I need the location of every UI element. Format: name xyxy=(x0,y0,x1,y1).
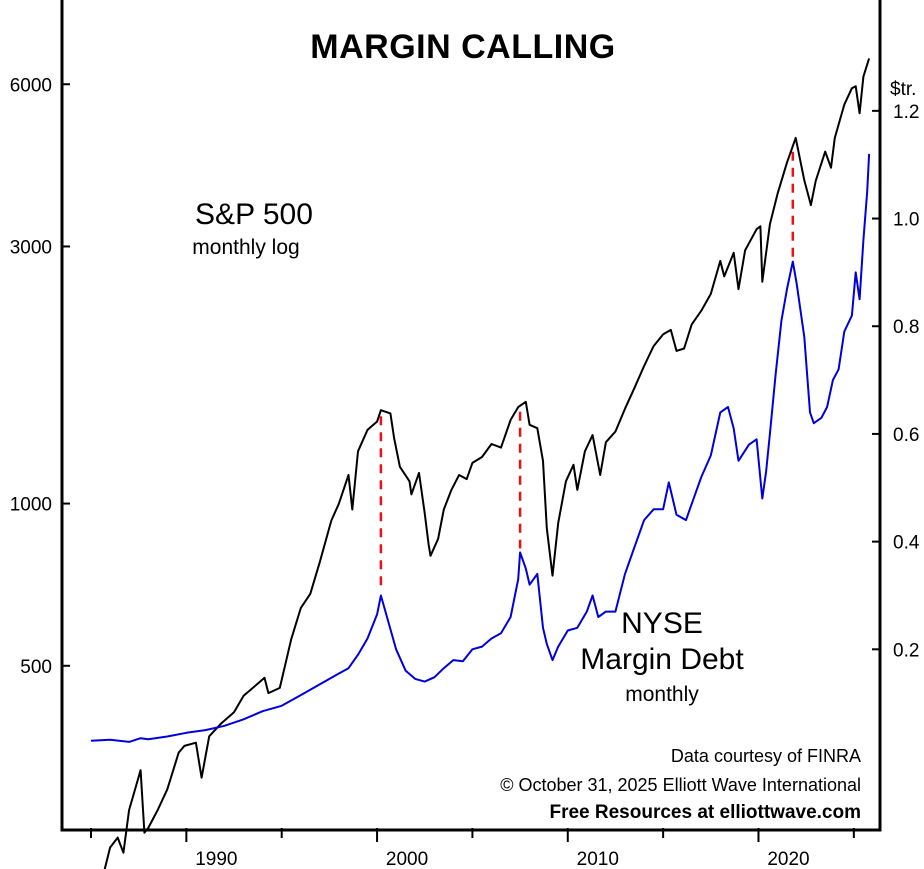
right-tick-label: 1.2 xyxy=(893,102,919,123)
peak-markers xyxy=(379,151,795,592)
right-tick-label: 0.6 xyxy=(893,425,919,446)
x-tick-label: 2000 xyxy=(386,849,428,869)
sp500-label: S&P 500 xyxy=(195,198,313,231)
left-tick-label: 3000 xyxy=(10,237,52,258)
credit-source: Data courtesy of FINRA xyxy=(671,746,861,766)
series-lines xyxy=(90,58,871,869)
x-tick-label: 2010 xyxy=(577,849,619,869)
margin-label-line1: NYSE xyxy=(621,607,703,640)
right-tick-label: 0.2 xyxy=(893,640,919,661)
margin-sublabel: monthly xyxy=(625,683,699,706)
chart-title: MARGIN CALLING xyxy=(310,28,615,66)
left-tick-label: 500 xyxy=(20,657,52,678)
sp500-sublabel: monthly log xyxy=(192,236,299,259)
series-line-margin-debt xyxy=(90,153,871,743)
plot-frame xyxy=(60,0,882,832)
right-tick-label: 0.4 xyxy=(893,533,920,554)
left-tick-label: 1000 xyxy=(10,495,52,516)
credit-website: Free Resources at elliottwave.com xyxy=(549,802,861,823)
x-tick-label: 1990 xyxy=(195,849,237,869)
right-tick-label: 0.8 xyxy=(893,317,919,338)
right-tick-label: 1.0 xyxy=(893,210,919,231)
credit-copyright: © October 31, 2025 Elliott Wave Internat… xyxy=(500,775,861,795)
right-axis-unit: $tr. xyxy=(890,79,916,100)
x-tick-label: 2020 xyxy=(767,849,809,869)
axis-ticks: 500 1000 3000 6000 0.2 0.4 0.6 0.8 1.0 1.2 1990 200… xyxy=(10,75,920,869)
left-tick-label: 6000 xyxy=(10,75,52,96)
margin-label-line2: Margin Debt xyxy=(580,643,744,676)
series-line-sp500 xyxy=(103,58,871,869)
